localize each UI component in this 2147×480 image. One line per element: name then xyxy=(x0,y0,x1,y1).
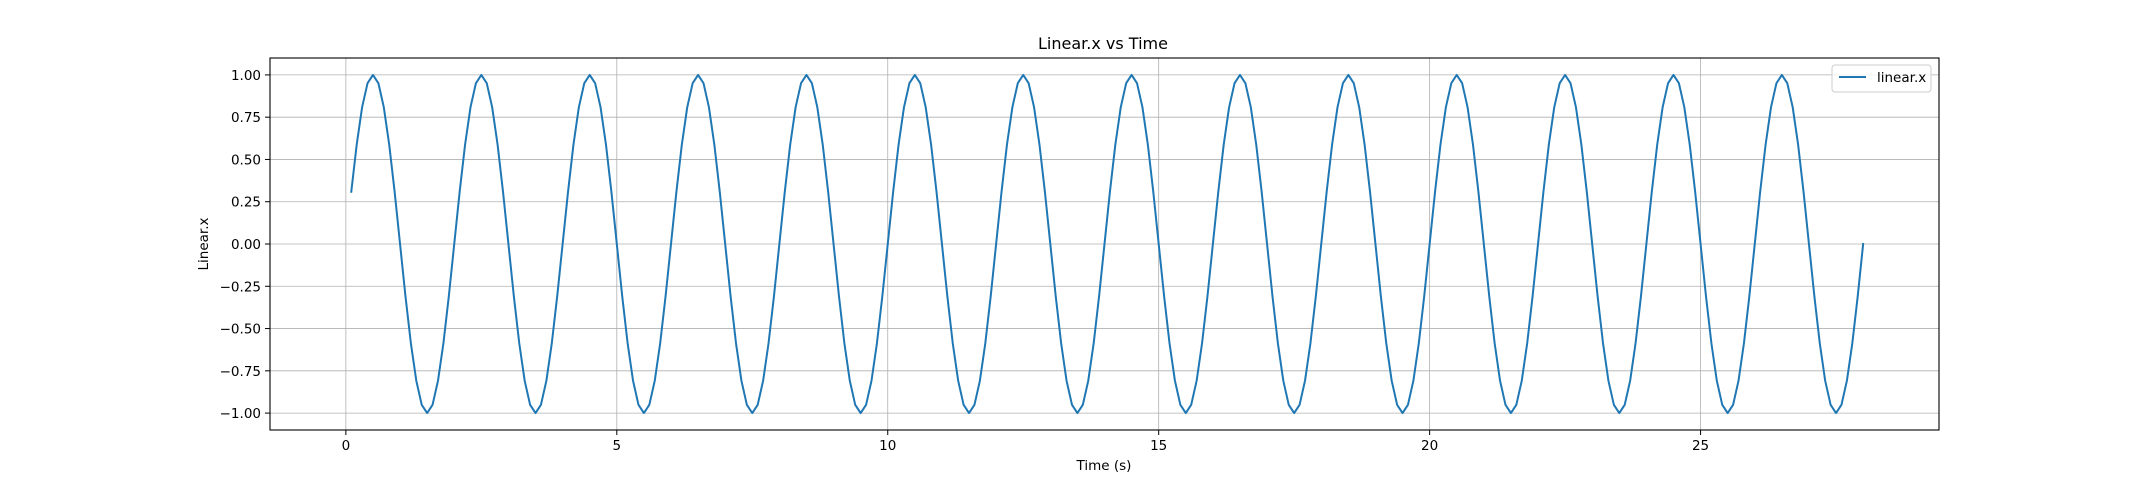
series-layer xyxy=(350,73,1865,415)
axis-ticks: 0 5 10 15 20 25 1.00 0.75 0.50 0.25 0.00 −0.25 −0.50… xyxy=(220,68,1710,454)
x-tick-label: 20 xyxy=(1421,438,1438,454)
x-axis-label: Time (s) xyxy=(1076,458,1132,474)
y-tick-label: −0.25 xyxy=(220,279,261,295)
y-tick-label: −0.50 xyxy=(220,322,261,338)
y-tick-label: −1.00 xyxy=(220,406,261,422)
y-tick-label: 0.00 xyxy=(231,237,261,253)
chart-title: Linear.x vs Time xyxy=(1038,34,1168,53)
x-tick-label: 25 xyxy=(1692,438,1709,454)
x-tick-label: 10 xyxy=(879,438,896,454)
legend-box xyxy=(1831,64,1932,93)
legend-label-linear-x: linear.x xyxy=(1877,70,1926,86)
x-tick-label: 15 xyxy=(1150,438,1167,454)
y-tick-label: −0.75 xyxy=(220,364,261,380)
legend: linear.x xyxy=(1831,64,1932,93)
y-axis-label: Linear.x xyxy=(196,217,212,270)
y-tick-label: 0.25 xyxy=(231,195,261,211)
y-tick-label: 1.00 xyxy=(231,68,261,84)
series-line-linear-x xyxy=(350,73,1865,415)
y-tick-label: 0.75 xyxy=(231,110,261,126)
x-tick-label: 5 xyxy=(613,438,622,454)
y-tick-label: 0.50 xyxy=(231,152,261,168)
x-tick-label: 0 xyxy=(342,438,351,454)
